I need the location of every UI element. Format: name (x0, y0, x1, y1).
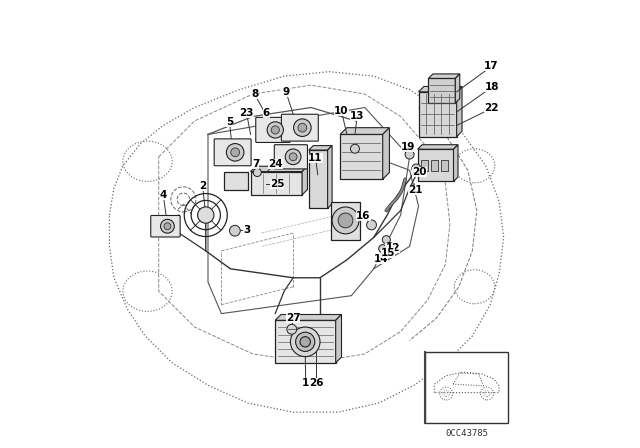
Polygon shape (383, 128, 389, 179)
Bar (425, 352, 508, 423)
Text: 20: 20 (412, 167, 427, 177)
Circle shape (367, 220, 376, 230)
FancyBboxPatch shape (214, 139, 251, 166)
Text: 25: 25 (269, 179, 284, 189)
Circle shape (382, 236, 390, 244)
Circle shape (230, 225, 240, 236)
Polygon shape (328, 146, 332, 208)
Text: 6: 6 (262, 108, 270, 118)
Circle shape (294, 119, 311, 137)
Polygon shape (340, 128, 389, 134)
Circle shape (231, 148, 239, 157)
Polygon shape (454, 145, 458, 181)
Bar (332, 202, 360, 240)
Polygon shape (302, 166, 307, 195)
Circle shape (267, 122, 284, 138)
Circle shape (253, 168, 261, 177)
Polygon shape (419, 86, 462, 92)
Text: 21: 21 (408, 185, 422, 194)
Bar (275, 320, 336, 363)
Circle shape (285, 149, 301, 164)
Circle shape (405, 150, 414, 159)
Text: 4: 4 (159, 190, 167, 200)
Polygon shape (418, 145, 458, 149)
Text: 9: 9 (282, 87, 289, 97)
Text: 14: 14 (374, 254, 388, 264)
Text: 26: 26 (309, 378, 324, 388)
Text: 16: 16 (356, 211, 371, 221)
Text: 3: 3 (243, 225, 251, 235)
Text: 0CC43785: 0CC43785 (445, 429, 488, 438)
Text: 7: 7 (252, 159, 259, 168)
Bar (340, 134, 383, 179)
Circle shape (164, 223, 171, 230)
Circle shape (161, 220, 174, 233)
Polygon shape (308, 146, 332, 150)
Text: 27: 27 (286, 313, 300, 323)
FancyBboxPatch shape (275, 145, 307, 169)
Text: 15: 15 (381, 248, 396, 258)
Circle shape (338, 213, 353, 228)
Text: 5: 5 (226, 117, 233, 127)
Polygon shape (457, 86, 462, 137)
Bar (418, 149, 454, 181)
Text: 8: 8 (251, 89, 258, 99)
Text: 18: 18 (484, 82, 499, 92)
Circle shape (300, 336, 310, 347)
Circle shape (298, 123, 307, 132)
Polygon shape (455, 74, 460, 103)
Bar (428, 78, 455, 103)
Circle shape (198, 207, 214, 223)
Text: 2: 2 (199, 181, 206, 191)
Text: 23: 23 (239, 108, 254, 118)
Circle shape (385, 242, 394, 250)
Polygon shape (428, 74, 460, 78)
Text: 13: 13 (350, 112, 364, 121)
Text: 11: 11 (308, 153, 323, 163)
Bar (250, 172, 302, 195)
Circle shape (332, 207, 359, 234)
Text: 22: 22 (484, 103, 499, 113)
Bar (421, 160, 428, 171)
Polygon shape (250, 166, 307, 172)
Text: 19: 19 (401, 142, 415, 152)
Circle shape (412, 164, 421, 173)
Text: 24: 24 (268, 159, 282, 168)
Bar (308, 150, 328, 208)
Circle shape (287, 324, 297, 334)
Polygon shape (335, 314, 342, 363)
Text: 12: 12 (385, 243, 400, 253)
Circle shape (291, 327, 320, 357)
Circle shape (271, 126, 280, 134)
Text: 17: 17 (484, 61, 499, 71)
Text: 10: 10 (334, 106, 349, 116)
Text: 1: 1 (302, 378, 309, 388)
Circle shape (296, 332, 315, 351)
Circle shape (289, 153, 297, 161)
Polygon shape (275, 314, 342, 320)
FancyBboxPatch shape (151, 215, 180, 237)
Circle shape (227, 143, 244, 161)
Bar (223, 172, 248, 190)
Bar (431, 160, 438, 171)
Circle shape (379, 245, 387, 253)
Bar (419, 92, 456, 137)
FancyBboxPatch shape (256, 117, 290, 142)
Circle shape (351, 144, 360, 153)
FancyBboxPatch shape (282, 114, 318, 141)
Bar (441, 160, 448, 171)
